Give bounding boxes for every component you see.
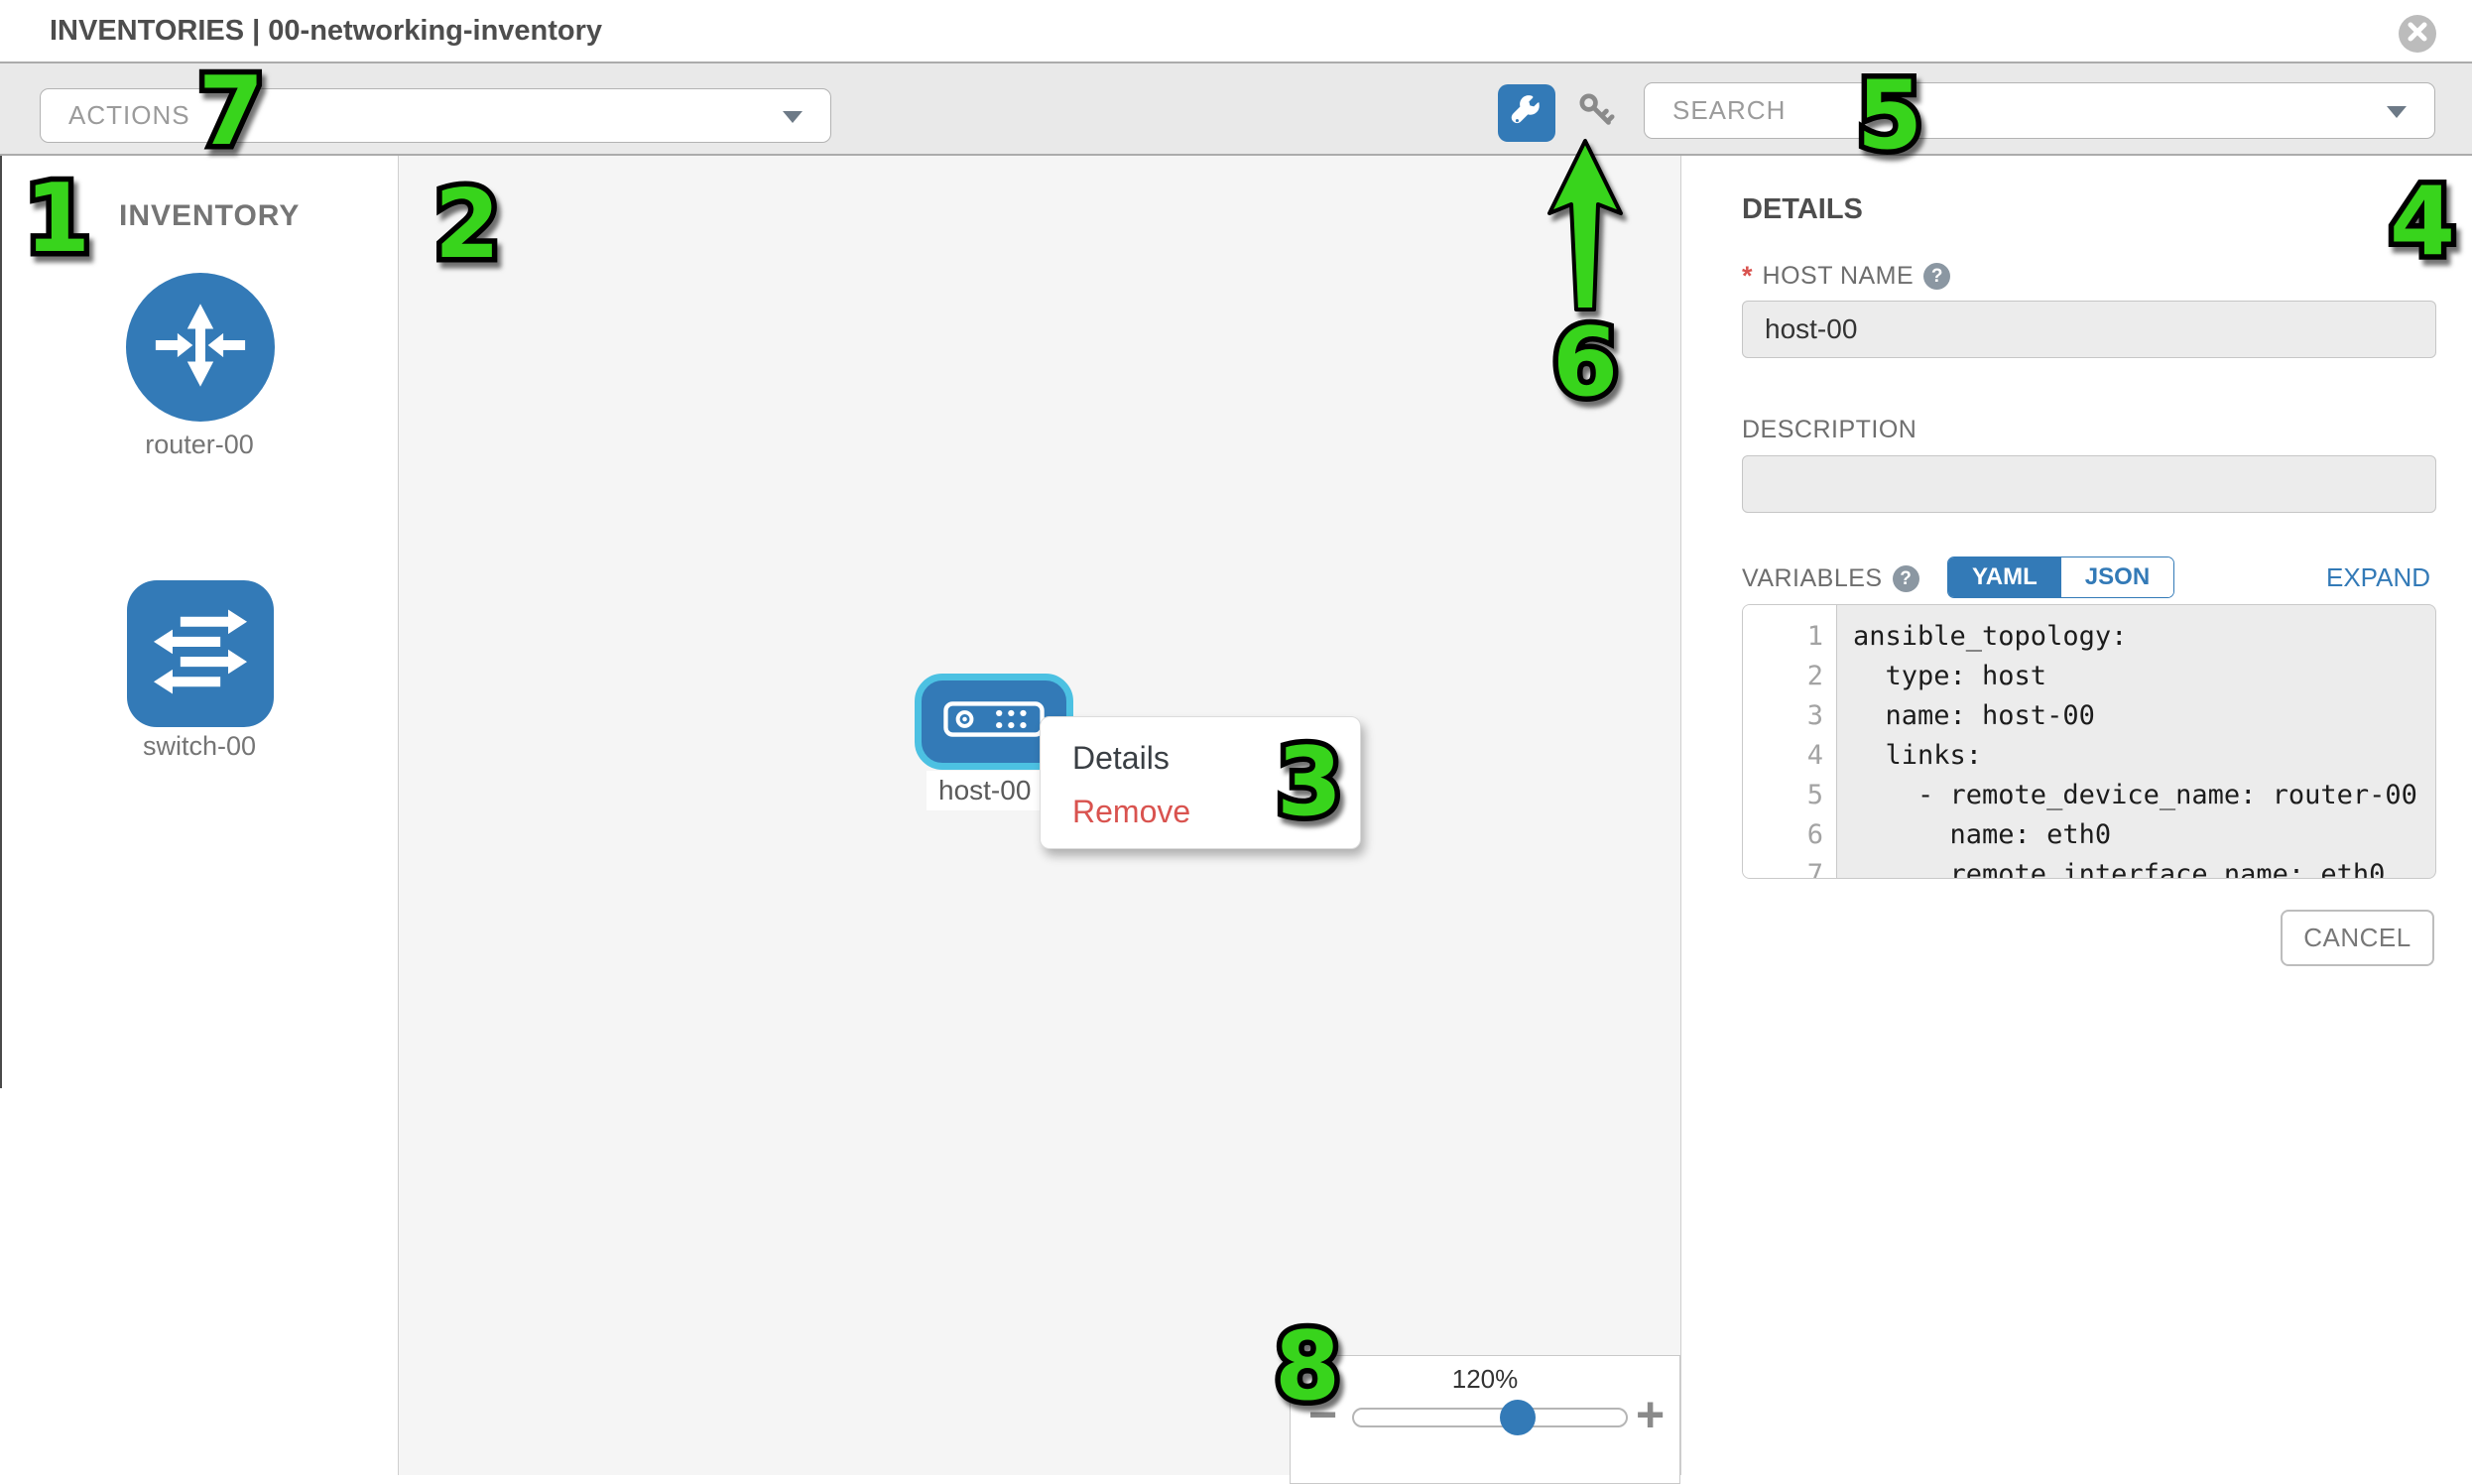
variables-format-toggle: YAML JSON [1947,556,2175,598]
description-field-label-row: DESCRIPTION [1742,416,1916,444]
editor-line: 5 - remote_device_name: router-00 [1743,776,2435,815]
required-marker: * [1742,261,1753,291]
line-number: 7 [1806,859,1823,879]
line-number: 1 [1806,621,1823,652]
line-text: - remote_device_name: router-00 [1853,780,2417,810]
router-icon [146,291,255,405]
chevron-down-icon [783,110,803,123]
actions-dropdown-label: ACTIONS [68,100,190,130]
zoom-slider-knob[interactable] [1500,1400,1536,1435]
line-text: ansible_topology: [1853,621,2128,652]
host-name-field-label-row: * HOST NAME ? [1742,261,1951,292]
question-icon[interactable]: ? [1892,565,1919,592]
inventory-palette: INVENTORY router-00 switch-00 [0,156,399,1475]
zoom-in-button[interactable]: + [1636,1387,1666,1442]
description-field-label: DESCRIPTION [1742,416,1917,443]
wrench-button[interactable] [1498,84,1555,142]
zoom-out-button[interactable]: − [1308,1387,1338,1442]
palette-item-router[interactable] [126,273,275,422]
tab-json[interactable]: JSON [2060,557,2174,597]
palette-item-switch[interactable] [127,580,274,727]
page-title: INVENTORIES | 00-networking-inventory [50,15,603,47]
close-button[interactable] [2399,15,2436,53]
server-icon [942,699,1046,744]
line-text: type: host [1853,661,2047,691]
actions-dropdown[interactable]: ACTIONS [40,88,831,143]
tab-yaml[interactable]: YAML [1948,557,2061,597]
editor-line: 4 links: [1743,736,2435,776]
line-number: 3 [1806,700,1823,731]
editor-gutter [1743,605,1837,878]
inventory-palette-title: INVENTORY [119,199,301,232]
context-menu-item-remove[interactable]: Remove [1072,793,1191,829]
line-number: 4 [1806,740,1823,771]
zoom-level-value: 120% [1451,1364,1519,1394]
palette-item-switch-label: switch-00 [142,731,257,761]
panel-edge-divider [0,156,2,1088]
editor-line: 6 name: eth0 [1743,815,2435,855]
line-text: name: host-00 [1853,700,2095,731]
editor-line: 2 type: host [1743,657,2435,696]
palette-item-router-label: router-00 [145,430,254,459]
editor-line: 3 name: host-00 [1743,696,2435,736]
wrench-icon [1510,94,1544,133]
context-menu: Details Remove [1040,716,1361,849]
details-panel: DETAILS * HOST NAME ? DESCRIPTION VARIAB… [1680,156,2472,1475]
topology-canvas[interactable]: host-00 Details Remove 120% − + [399,156,1680,1484]
host-name-field-label: HOST NAME [1762,262,1915,290]
cancel-button[interactable]: CANCEL [2281,910,2434,966]
toolbar: ACTIONS SEARCH [0,62,2472,156]
key-button[interactable] [1573,90,1621,138]
variables-code-editor[interactable]: 1 ansible_topology: 2 type: host 3 name:… [1742,604,2436,879]
zoom-slider-track[interactable] [1352,1408,1628,1427]
variables-label: VARIABLES [1742,564,1883,592]
line-number: 5 [1806,780,1823,810]
chevron-down-icon [2387,105,2407,118]
editor-line: 1 ansible_topology: [1743,617,2435,657]
search-dropdown[interactable]: SEARCH [1644,82,2435,139]
close-icon [2408,22,2427,47]
line-number: 2 [1806,661,1823,691]
search-dropdown-label: SEARCH [1672,95,1787,125]
line-text: links: [1853,740,1983,771]
page-header: INVENTORIES | 00-networking-inventory [0,0,2472,62]
switch-icon [145,596,256,712]
zoom-control: 120% − + [1290,1355,1680,1484]
question-icon[interactable]: ? [1923,263,1951,290]
host-name-input[interactable] [1742,301,2436,358]
details-panel-title: DETAILS [1742,193,1863,225]
expand-link[interactable]: EXPAND [2326,562,2430,592]
variables-label-row: VARIABLES ? [1742,564,1919,593]
description-input[interactable] [1742,455,2436,513]
line-number: 6 [1806,819,1823,850]
editor-line: 7 remote_interface_name: eth0 [1743,855,2435,879]
host-node-label: host-00 [927,771,1044,810]
line-text: remote_interface_name: eth0 [1853,859,2386,879]
editor-lines: 1 ansible_topology: 2 type: host 3 name:… [1743,617,2435,879]
key-icon [1574,89,1620,140]
line-text: name: eth0 [1853,819,2112,850]
context-menu-item-details[interactable]: Details [1072,739,1170,776]
